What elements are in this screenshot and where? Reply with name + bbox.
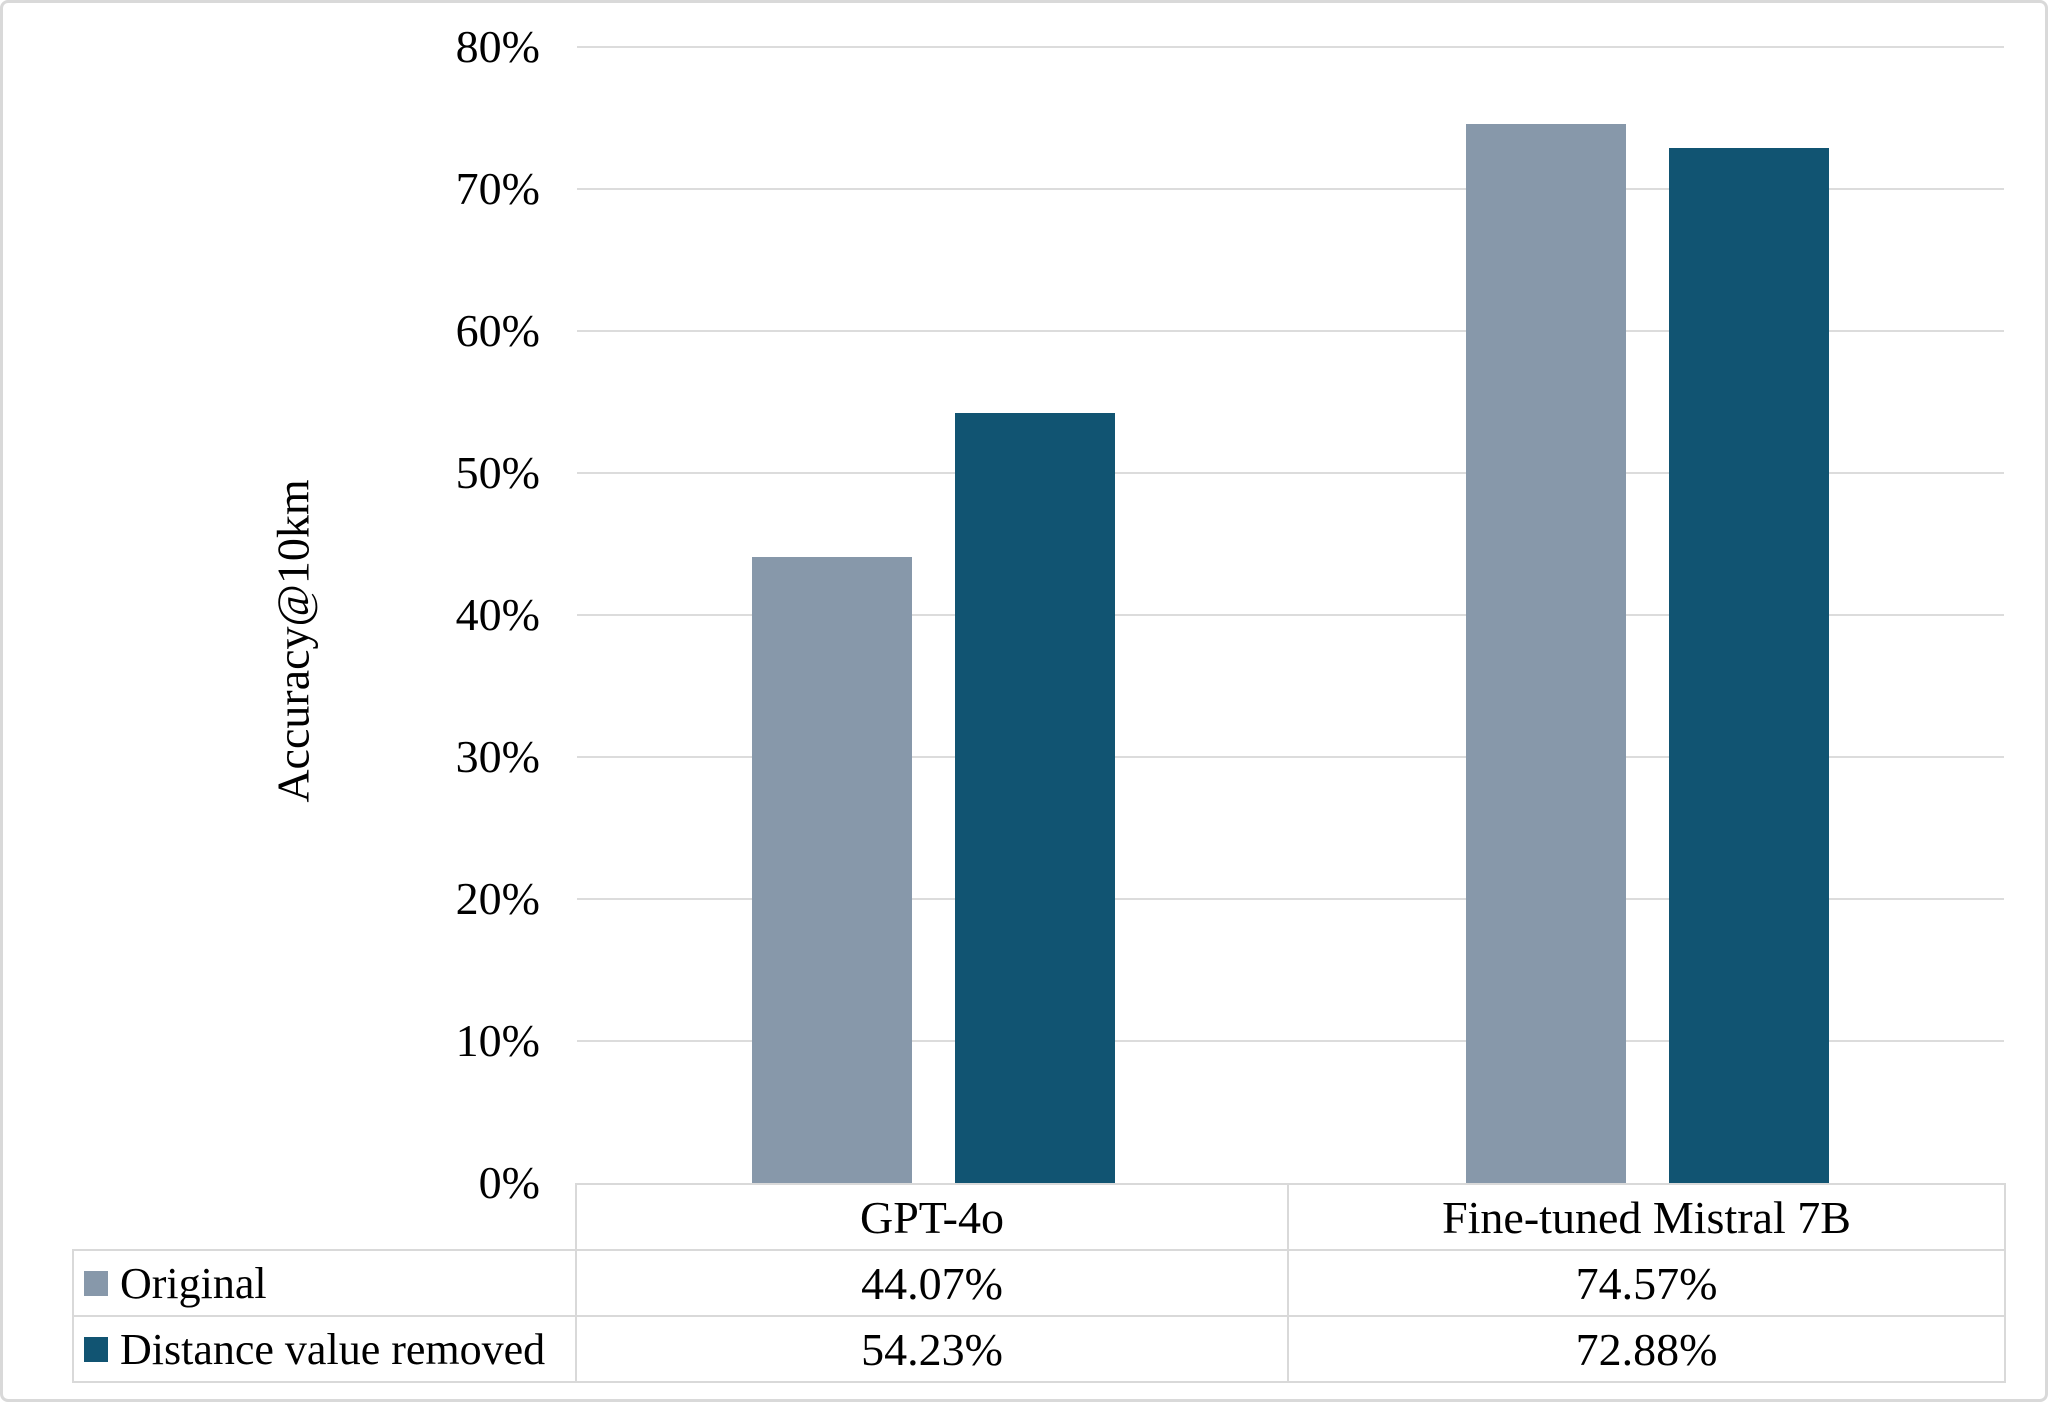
- legend-swatch-distance-value-removed-icon: [84, 1336, 108, 1362]
- legend-cell-distance-value-removed: Distance value removed: [72, 1315, 577, 1383]
- gridline-40pct: [577, 614, 2004, 616]
- category-header-gpt-4o: GPT-4o: [575, 1183, 1289, 1251]
- legend-swatch-original-icon: [84, 1270, 108, 1296]
- y-tick-label-0pct: 0%: [478, 1157, 540, 1208]
- y-axis-title: Accuracy@10km: [267, 479, 319, 803]
- bar-gpt-4o-distance-value-removed: [955, 412, 1116, 1183]
- legend-label-distance-value-removed: Distance value removed: [120, 1324, 546, 1374]
- bar-fine-tuned-mistral-7b-distance-value-removed: [1668, 148, 1829, 1183]
- category-header-fine-tuned-mistral-7b: Fine-tuned Mistral 7B: [1287, 1183, 2006, 1251]
- y-tick-label-20pct: 20%: [455, 873, 540, 924]
- value-cell-distance-value-removed-gpt-4o: 54.23%: [575, 1315, 1289, 1383]
- table-corner-cell: [73, 1184, 576, 1250]
- bar-fine-tuned-mistral-7b-original: [1465, 124, 1626, 1183]
- chart-data-table: GPT-4o Fine-tuned Mistral 7B Original 44…: [72, 1183, 2006, 1383]
- y-tick-label-10pct: 10%: [455, 1015, 540, 1066]
- y-tick-label-50pct: 50%: [455, 447, 540, 498]
- y-tick-label-40pct: 40%: [455, 589, 540, 640]
- gridline-30pct: [577, 756, 2004, 758]
- gridline-10pct: [577, 1040, 2004, 1042]
- gridline-70pct: [577, 188, 2004, 190]
- y-tick-label-30pct: 30%: [455, 731, 540, 782]
- value-cell-original-gpt-4o: 44.07%: [575, 1249, 1289, 1317]
- bar-gpt-4o-original: [752, 557, 913, 1183]
- gridline-20pct: [577, 898, 2004, 900]
- y-tick-label-60pct: 60%: [455, 305, 540, 356]
- y-tick-label-70pct: 70%: [455, 163, 540, 214]
- legend-cell-original: Original: [72, 1249, 577, 1317]
- table-row-original: Original 44.07% 74.57%: [72, 1249, 2006, 1317]
- gridline-50pct: [577, 472, 2004, 474]
- legend-label-original: Original: [120, 1258, 267, 1308]
- value-cell-original-mistral: 74.57%: [1287, 1249, 2006, 1317]
- gridline-60pct: [577, 330, 2004, 332]
- value-cell-distance-value-removed-mistral: 72.88%: [1287, 1315, 2006, 1383]
- table-header-row: GPT-4o Fine-tuned Mistral 7B: [73, 1183, 2006, 1251]
- y-tick-label-80pct: 80%: [455, 21, 540, 72]
- table-row-distance-value-removed: Distance value removed 54.23% 72.88%: [72, 1315, 2006, 1383]
- gridline-80pct: [577, 46, 2004, 48]
